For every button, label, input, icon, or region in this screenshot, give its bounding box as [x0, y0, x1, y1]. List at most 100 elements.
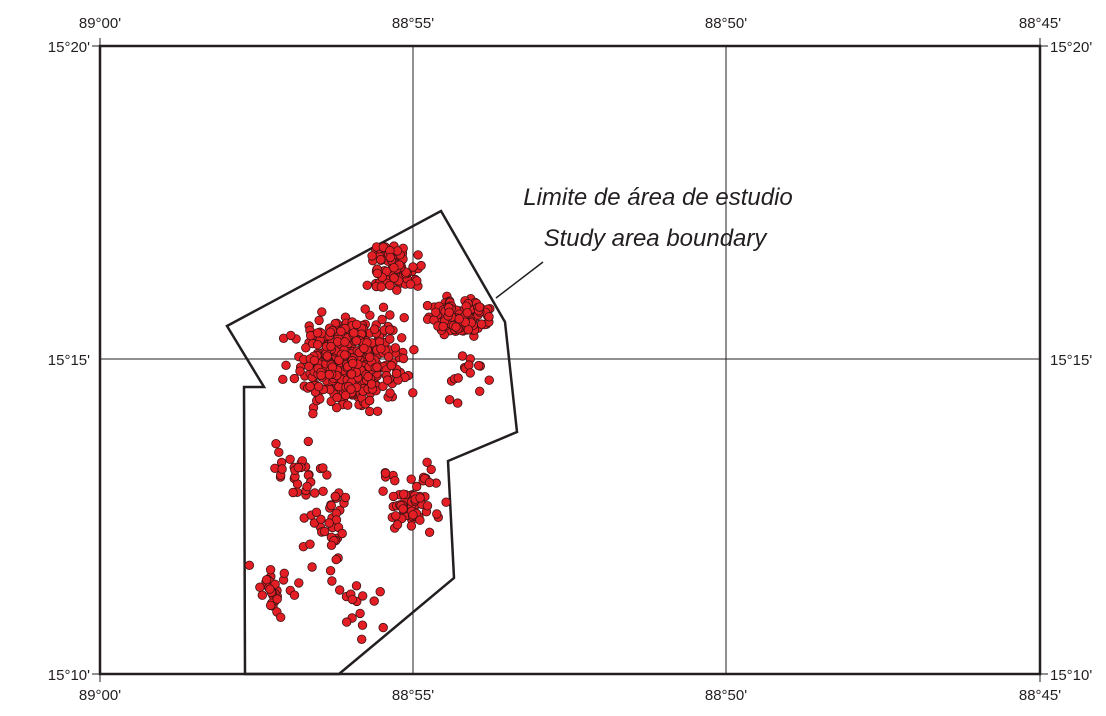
sample-point	[359, 343, 369, 354]
sample-point	[441, 497, 451, 507]
sample-point	[408, 388, 418, 398]
sample-point	[386, 360, 397, 371]
sample-point	[413, 250, 423, 260]
sample-point	[322, 470, 332, 480]
sample-point	[376, 282, 387, 292]
sample-point	[332, 403, 342, 413]
sample-point	[416, 260, 426, 271]
sample-point	[390, 476, 400, 486]
sample-point	[365, 310, 375, 321]
sample-point	[357, 634, 367, 645]
graticule	[92, 38, 1048, 682]
lat-label-left-15-10: 15°10'	[48, 667, 90, 684]
sample-point	[474, 360, 484, 371]
sample-point	[331, 554, 341, 565]
sample-point	[385, 388, 395, 398]
sample-point	[389, 273, 399, 283]
sample-point	[325, 327, 336, 338]
sample-point	[415, 493, 425, 503]
sample-point	[366, 379, 377, 389]
sample-point	[465, 368, 476, 378]
sample-point	[310, 488, 320, 498]
sample-point	[281, 360, 291, 371]
sample-point	[369, 324, 380, 334]
sample-point	[340, 350, 350, 360]
sample-point	[293, 462, 304, 473]
sample-point	[303, 436, 314, 447]
sample-point	[274, 447, 284, 458]
sample-point	[385, 252, 396, 263]
sample-points-layer	[244, 241, 495, 645]
sample-point	[424, 527, 435, 538]
lon-label-bottom-89-00: 89°00'	[79, 687, 121, 704]
sample-point	[330, 491, 341, 502]
sample-point	[454, 314, 464, 324]
lat-label-right-15-15: 15°15'	[1050, 352, 1092, 369]
sample-point	[261, 575, 272, 585]
sample-point	[351, 581, 362, 591]
sample-point	[271, 439, 281, 449]
sample-point	[476, 319, 487, 329]
sample-point	[322, 351, 333, 361]
sample-point	[342, 617, 352, 627]
sample-point	[409, 345, 419, 355]
sample-point	[451, 322, 461, 332]
sample-point	[314, 315, 324, 326]
callout-label-spanish: Limite de área de estudio	[523, 184, 793, 211]
sample-point	[314, 381, 324, 392]
sample-point	[279, 568, 290, 579]
lon-label-bottom-88-45: 88°45'	[1019, 687, 1061, 704]
sample-point	[376, 344, 386, 354]
sample-point	[347, 594, 358, 605]
sample-point	[422, 457, 432, 468]
sample-point	[348, 358, 358, 369]
sample-point	[377, 314, 387, 325]
lat-label-left-15-20: 15°20'	[48, 39, 90, 56]
sample-point	[326, 500, 337, 511]
sample-point	[318, 486, 328, 497]
sample-point	[272, 594, 282, 604]
sample-point	[382, 375, 393, 385]
sample-point	[308, 409, 318, 419]
sample-point	[294, 578, 304, 588]
sample-point	[289, 373, 300, 384]
sample-point	[326, 540, 337, 551]
sample-point	[316, 514, 326, 525]
sample-point	[346, 369, 357, 379]
sample-point	[324, 518, 334, 528]
sample-point	[265, 600, 276, 611]
sample-point	[367, 251, 377, 261]
sample-point	[412, 481, 422, 492]
study-area-boundary	[225, 209, 519, 676]
sample-point	[365, 395, 375, 406]
sample-point	[422, 300, 433, 311]
sample-point	[484, 312, 494, 322]
sample-point	[362, 280, 372, 291]
sample-point	[305, 539, 315, 549]
sample-point	[391, 511, 401, 521]
sample-point	[380, 468, 391, 479]
sample-point	[388, 491, 399, 502]
sample-point	[286, 330, 296, 341]
lon-label-top-88-45: 88°45'	[1019, 15, 1061, 32]
sample-point	[319, 526, 330, 537]
sample-point	[375, 587, 385, 597]
sample-point	[475, 386, 485, 397]
sample-point	[408, 262, 418, 272]
lon-label-top-88-50: 88°50'	[705, 15, 747, 32]
sample-point	[340, 390, 351, 401]
sample-point	[295, 366, 305, 376]
sample-point	[392, 520, 403, 530]
callout-label-english: Study area boundary	[544, 225, 769, 252]
sample-point	[276, 612, 286, 623]
sample-point	[422, 501, 433, 511]
sample-point	[357, 620, 368, 630]
sample-point	[399, 313, 409, 323]
sample-point	[265, 584, 275, 594]
sample-point	[369, 596, 379, 606]
sample-point	[315, 394, 325, 404]
sample-point	[372, 362, 382, 372]
sample-point	[340, 337, 350, 347]
sample-point	[453, 373, 463, 383]
